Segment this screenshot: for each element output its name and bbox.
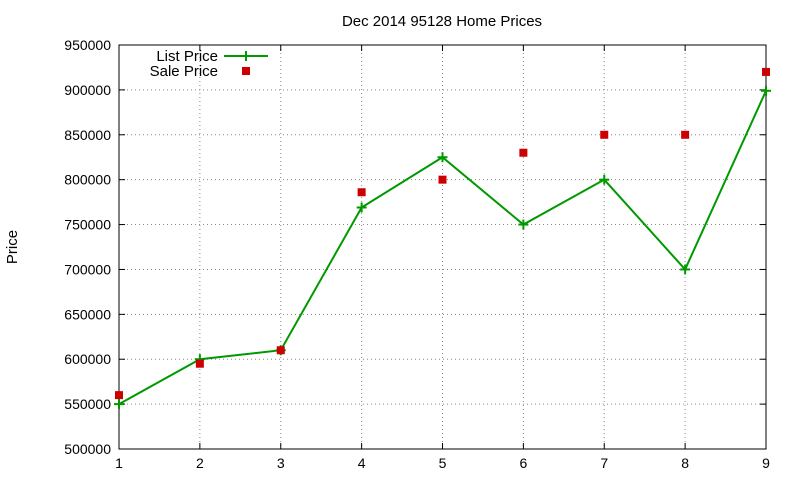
sale-price-legend-marker [242,67,250,75]
sale-price-point [438,175,447,184]
series [114,67,771,410]
chart-title: Dec 2014 95128 Home Prices [342,13,542,30]
sale-price-point [519,148,528,157]
list-price-point [680,264,691,275]
list-price-legend-marker [241,51,251,61]
legend: List Price Sale Price [150,48,268,80]
y-tick-label: 900000 [64,82,111,98]
y-tick-label: 500000 [64,441,111,457]
x-tick-label: 4 [358,455,366,471]
x-tick-label: 1 [115,455,123,471]
grid [119,45,766,449]
list-price-point [356,202,367,213]
x-tick-label: 6 [519,455,527,471]
sale-price-point [195,359,204,368]
list-price-point [761,85,771,96]
y-axis-title: Price [4,230,21,264]
legend-label-sale-price: Sale Price [150,63,218,80]
y-tick-label: 700000 [64,261,111,277]
sale-price-point [276,346,285,355]
list-price-point [437,152,448,163]
x-tick-label: 8 [681,455,689,471]
y-tick-label: 950000 [64,37,111,53]
sale-price-point [357,188,366,197]
x-tick-label: 2 [196,455,204,471]
y-tick-label: 550000 [64,396,111,412]
x-tick-label: 7 [600,455,608,471]
x-tick-label: 9 [762,455,770,471]
sale-price-point [115,391,123,400]
y-tick-label: 750000 [64,217,111,233]
y-tick-label: 600000 [64,351,111,367]
axes: 500000 550000 600000 650000 700000 750000 8000… [64,37,770,471]
y-tick-label: 800000 [64,172,111,188]
y-tick-label: 650000 [64,306,111,322]
x-tick-label: 5 [439,455,447,471]
sale-price-point [600,130,609,139]
list-price-point [518,219,529,230]
sale-price-point [681,130,690,139]
sale-price-point [762,67,770,76]
y-tick-label: 850000 [64,127,111,143]
list-price-point [599,174,610,185]
x-tick-label: 3 [277,455,285,471]
list-price-point [114,399,124,410]
legend-label-list-price: List Price [156,48,218,65]
